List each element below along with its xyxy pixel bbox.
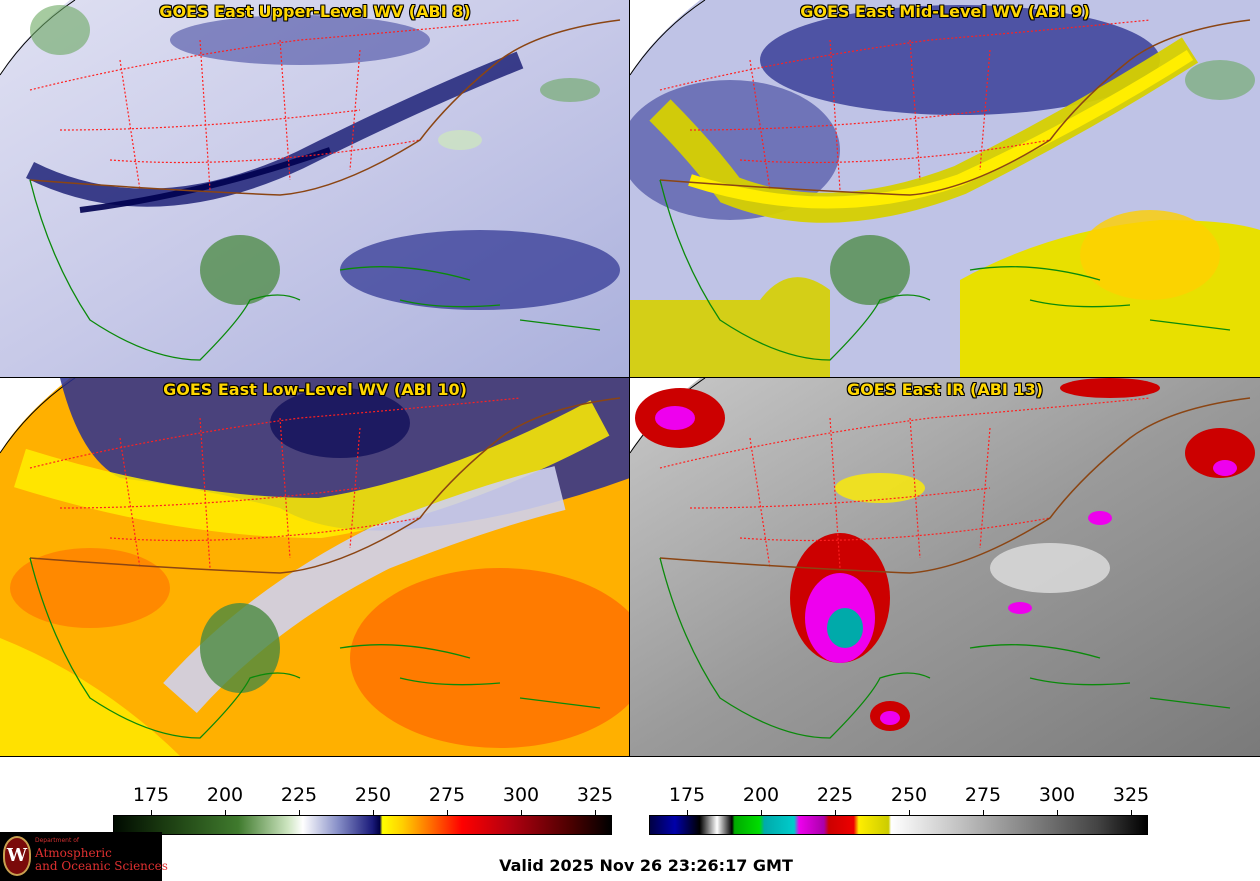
wv-tick [447, 810, 448, 815]
wv-tick [595, 810, 596, 815]
ir-tick [1057, 810, 1058, 815]
aos-logo: W Department of Atmospheric and Oceanic … [0, 832, 168, 881]
panel-upper-level-wv: GOES East Upper-Level WV (ABI 8) [0, 0, 630, 378]
ir-tick [983, 810, 984, 815]
mid-level-wv-image [630, 0, 1260, 378]
panel-divider-bottom [0, 756, 1260, 757]
valid-time-label: Valid 2025 Nov 26 23:26:17 GMT [499, 856, 793, 875]
panel-ir: GOES East IR (ABI 13) [630, 378, 1260, 756]
wv-tick [151, 810, 152, 815]
panel-divider-vertical [629, 0, 630, 757]
panel-low-level-wv: GOES East Low-Level WV (ABI 10) [0, 378, 630, 756]
logo-line-1: Atmospheric [35, 846, 112, 860]
wv-tick-label: 250 [354, 784, 392, 806]
wv-tick [373, 810, 374, 815]
wv-tick [225, 810, 226, 815]
ir-tick [687, 810, 688, 815]
logo-department-text: Department of [35, 837, 79, 844]
ir-tick [909, 810, 910, 815]
ir-tick-label: 275 [964, 784, 1002, 806]
ir-tick [835, 810, 836, 815]
panel-divider-horizontal [0, 377, 1260, 378]
wv-tick-label: 300 [502, 784, 540, 806]
low-level-wv-image [0, 378, 630, 756]
ir-tick-label: 225 [816, 784, 854, 806]
ir-tick-label: 250 [890, 784, 928, 806]
wv-tick-label: 175 [132, 784, 170, 806]
ir-tick [1131, 810, 1132, 815]
wv-tick-label: 200 [206, 784, 244, 806]
panel-mid-level-wv: GOES East Mid-Level WV (ABI 9) [630, 0, 1260, 378]
wv-tick [521, 810, 522, 815]
water-vapor-colorbar [113, 815, 612, 835]
ir-tick [761, 810, 762, 815]
logo-line-2: and Oceanic Sciences [35, 859, 168, 873]
ir-image [630, 378, 1260, 756]
wv-tick-label: 225 [280, 784, 318, 806]
ir-tick-label: 200 [742, 784, 780, 806]
wv-tick [299, 810, 300, 815]
infrared-colorbar [649, 815, 1148, 835]
uw-seal-icon: W [3, 836, 31, 876]
ir-tick-label: 325 [1112, 784, 1150, 806]
upper-level-wv-image [0, 0, 630, 378]
ir-tick-label: 300 [1038, 784, 1076, 806]
ir-tick-label: 175 [668, 784, 706, 806]
wv-tick-label: 325 [576, 784, 614, 806]
wv-tick-label: 275 [428, 784, 466, 806]
